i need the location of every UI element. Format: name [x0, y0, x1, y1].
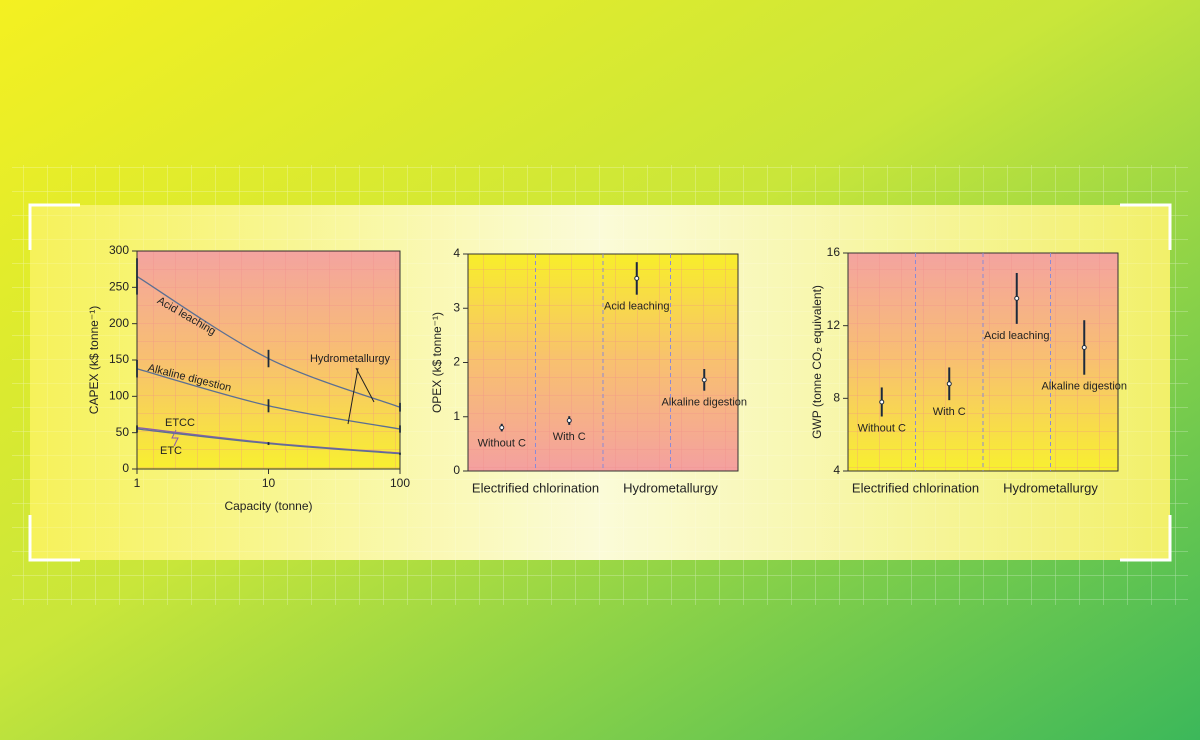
y-tick-label: 12: [827, 318, 841, 332]
category-label: Alkaline digestion: [1041, 381, 1127, 393]
y-tick-label: 2: [453, 355, 460, 369]
category-label: Without C: [858, 422, 906, 434]
y-tick-label: 8: [833, 391, 840, 405]
y-tick-label: 150: [109, 352, 129, 366]
y-tick-label: 300: [109, 243, 129, 257]
y-tick-label: 4: [833, 463, 840, 477]
category-label: With C: [553, 431, 586, 443]
etc-bracket: [171, 429, 179, 447]
panel-corners: [28, 203, 1172, 562]
x-axis-label: Capacity (tonne): [224, 499, 312, 513]
y-tick-label: 200: [109, 316, 129, 330]
point: [1081, 344, 1087, 350]
y-axis-label: GWP (tonne CO₂ equivalent): [810, 285, 824, 439]
point: [1014, 295, 1020, 301]
y-tick-label: 250: [109, 280, 129, 294]
category-label: Acid leaching: [604, 301, 669, 313]
point: [634, 275, 640, 281]
x-tick-label: 100: [390, 476, 410, 490]
y-tick-label: 3: [453, 300, 460, 314]
x-tick-label: 10: [262, 476, 276, 490]
group-label: Hydrometallurgy: [623, 480, 718, 495]
y-tick-label: 0: [453, 463, 460, 477]
category-label: With C: [933, 406, 966, 418]
category-label: Acid leaching: [984, 330, 1049, 342]
group-label: Electrified chlorination: [472, 480, 599, 495]
group-label: Hydrometallurgy: [1003, 480, 1098, 495]
point: [946, 381, 952, 387]
series-label: ETCC: [165, 417, 195, 429]
point: [499, 425, 505, 431]
y-tick-label: 1: [453, 409, 460, 423]
category-label: Without C: [478, 437, 526, 449]
annotation: Hydrometallurgy: [310, 353, 391, 365]
y-tick-label: 0: [122, 461, 129, 475]
group-label: Electrified chlorination: [852, 480, 979, 495]
y-tick-label: 50: [116, 425, 130, 439]
y-tick-label: 16: [827, 245, 841, 259]
y-axis-label: OPEX (k$ tonne⁻¹): [430, 312, 444, 413]
y-tick-label: 4: [453, 246, 460, 260]
point: [701, 377, 707, 383]
category-label: Alkaline digestion: [661, 397, 747, 409]
x-tick-label: 1: [134, 476, 141, 490]
y-tick-label: 100: [109, 389, 129, 403]
point: [566, 418, 572, 424]
y-axis-label: CAPEX (k$ tonne⁻¹): [87, 306, 101, 414]
point: [879, 399, 885, 405]
annotation-arrow: [347, 367, 375, 425]
series-label: ETC: [160, 445, 182, 457]
